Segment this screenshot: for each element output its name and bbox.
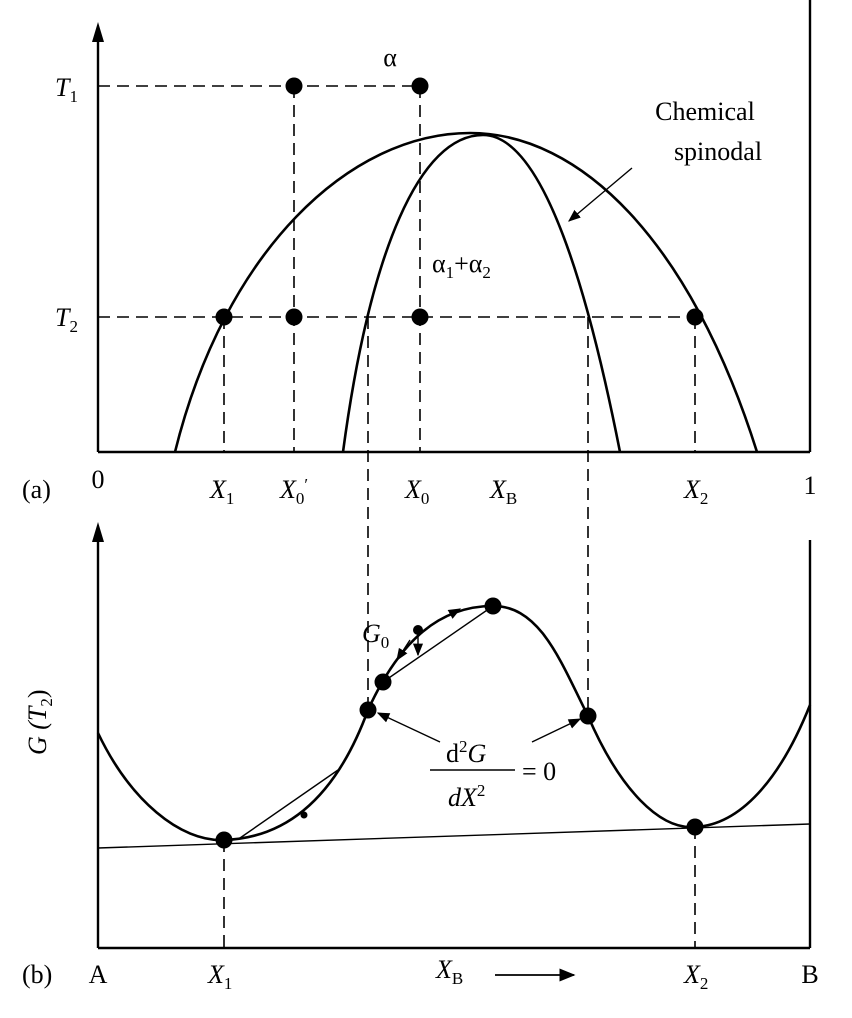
x-label: XB (435, 955, 463, 988)
arrow (396, 639, 411, 662)
text-part: G ( (23, 720, 52, 755)
x-label: B (801, 960, 818, 989)
x-label: X0′ (279, 475, 308, 508)
denominator: dX2 (448, 781, 485, 812)
text-part: 1 (224, 974, 233, 993)
text-part: ′ (304, 475, 308, 494)
chord (382, 605, 494, 683)
spinodal-label: spinodal (674, 137, 762, 166)
text-part: T (55, 303, 71, 332)
axis-arrow (92, 522, 104, 542)
arrow (439, 608, 462, 621)
point (215, 831, 233, 849)
points (215, 597, 704, 849)
point (374, 673, 392, 691)
text-part: ) (23, 689, 52, 698)
x-label: 1 (804, 471, 817, 500)
text-part: X (404, 475, 422, 504)
text-part: 2 (700, 489, 709, 508)
text-part: 2 (477, 781, 486, 800)
text-part: 2 (459, 737, 468, 756)
numerator: d2G (446, 737, 487, 768)
point (300, 811, 308, 819)
point (484, 597, 502, 615)
x-label: X0 (404, 475, 429, 508)
arrow (568, 167, 633, 222)
spinodal-label: Chemical (655, 97, 755, 126)
y-label: T2 (55, 303, 78, 336)
text-part: G (468, 739, 487, 768)
y-label: G (T2) (23, 689, 56, 755)
x-label: A (89, 960, 108, 989)
x-label: X1 (207, 960, 232, 993)
text-part: + (454, 249, 469, 278)
miscibility-gap (173, 131, 759, 453)
point (285, 77, 303, 95)
spinodal-curve (341, 133, 622, 453)
phase-label: α (383, 43, 397, 72)
arrow (531, 718, 582, 743)
axis-arrow (92, 22, 104, 42)
point (215, 308, 233, 326)
x-label: X2 (683, 475, 708, 508)
point (411, 308, 429, 326)
panel-tag: (b) (22, 960, 52, 989)
x-label: X1 (209, 475, 234, 508)
text-part: B (452, 969, 463, 988)
text-part: 2 (69, 317, 78, 336)
text-part: d (446, 739, 459, 768)
point (411, 77, 429, 95)
text-part: 0 (381, 633, 390, 652)
panel-a: α α1+α2 Chemical spinodal T1 T2 (a) 0 X1… (22, 0, 817, 714)
x-label: 0 (92, 465, 105, 494)
text-part: 0 (296, 489, 305, 508)
text-part: X (683, 475, 701, 504)
text-part: T (55, 73, 71, 102)
x-label: XB (489, 475, 517, 508)
text-part: B (506, 489, 517, 508)
text-part: X (207, 960, 225, 989)
arrow (376, 712, 441, 743)
text-part: G (362, 619, 381, 648)
x-label: X2 (683, 960, 708, 993)
point (285, 308, 303, 326)
panel-tag: (a) (22, 475, 51, 504)
point (413, 625, 423, 635)
text-part: 2 (37, 698, 56, 707)
text-part: X (209, 475, 227, 504)
points (215, 77, 704, 326)
text-part: 2 (700, 974, 709, 993)
text-part: 1 (446, 263, 455, 282)
text-part: 1 (226, 489, 235, 508)
text-part: 1 (69, 87, 78, 106)
two-phase-label: α1+α2 (432, 249, 491, 282)
point (686, 308, 704, 326)
text-part: X (683, 960, 701, 989)
text-part: X (279, 475, 297, 504)
point (579, 707, 597, 725)
y-label: T1 (55, 73, 78, 106)
text-part: 2 (482, 263, 491, 282)
point (359, 701, 377, 719)
g0-label: G0 (362, 619, 389, 652)
equals: = 0 (522, 757, 556, 786)
text-part: α (469, 249, 483, 278)
text-part: dX (448, 783, 478, 812)
text-part: X (489, 475, 507, 504)
text-part: T (23, 705, 52, 721)
text-part: α (432, 249, 446, 278)
text-part: X (435, 955, 453, 984)
text-part: 0 (421, 489, 430, 508)
point (686, 818, 704, 836)
panel-b: G (T2) G0 d2G dX2 = 0 (b) A X1 XB X2 B (22, 522, 819, 993)
chord (239, 769, 339, 839)
